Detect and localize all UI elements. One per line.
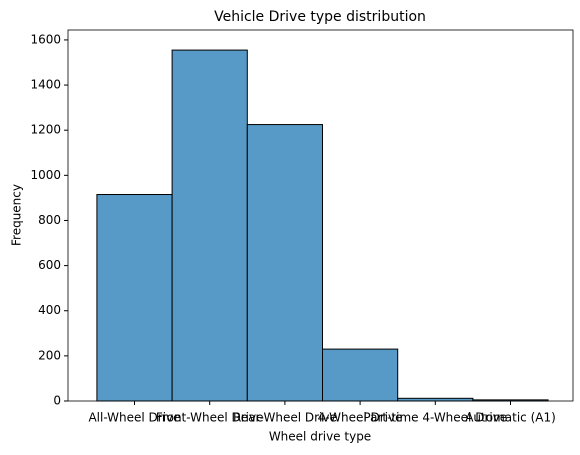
y-tick-label: 600 xyxy=(38,258,61,272)
x-tick-label: Rear-Wheel Drive xyxy=(233,411,337,425)
y-tick-label: 1000 xyxy=(30,168,61,182)
y-tick-label: 400 xyxy=(38,303,61,317)
x-axis-label: Wheel drive type xyxy=(269,430,371,444)
y-tick-label: 1600 xyxy=(30,32,61,46)
chart-title: Vehicle Drive type distribution xyxy=(214,9,426,25)
y-tick-label: 200 xyxy=(38,348,61,362)
bar xyxy=(322,348,399,402)
x-tick-label: 4-Wheel Drive xyxy=(318,411,403,425)
y-tick-label: 1400 xyxy=(30,78,61,92)
x-tick-label: Automatic (A1) xyxy=(465,411,556,425)
bar xyxy=(397,397,474,402)
plot-frame xyxy=(67,29,574,402)
bar xyxy=(246,124,323,402)
y-axis-label: Frequency xyxy=(10,184,24,246)
y-tick-label: 800 xyxy=(38,213,61,227)
y-tick-label: 1200 xyxy=(30,123,61,137)
x-tick-label: Front-Wheel Drive xyxy=(156,411,264,425)
bar xyxy=(171,49,248,402)
x-tick-label: All-Wheel Drive xyxy=(88,411,180,425)
x-tick-label: Part-time 4-Wheel Drive xyxy=(363,411,507,425)
bar xyxy=(96,194,173,402)
y-tick-label: 0 xyxy=(53,394,61,408)
